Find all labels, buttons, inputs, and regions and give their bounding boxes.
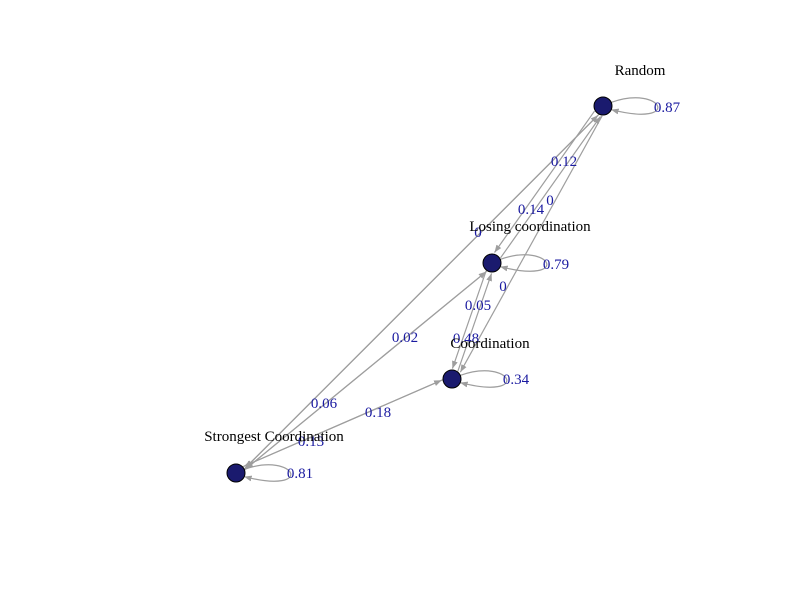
edge-weight-strongest-to-losing: 0.02	[392, 330, 418, 346]
edge-weight-coordination-to-strongest: 0.13	[298, 434, 324, 450]
node-losing	[482, 253, 502, 273]
edge-weight-losing-to-coordination: 0.05	[465, 298, 491, 314]
edge-weight-random-to-random: 0.87	[654, 100, 681, 116]
edge-weight-losing-to-random: 0	[499, 279, 507, 295]
node-label-random: Random	[615, 63, 666, 79]
edge-strongest-to-losing	[244, 271, 487, 471]
edge-weight-coordination-to-coordination: 0.34	[503, 372, 530, 388]
edge-losing-to-losing	[499, 254, 548, 272]
edge-weight-random-to-coordination: 0	[546, 193, 554, 209]
edge-coordination-to-losing	[457, 273, 493, 372]
edge-strongest-to-strongest	[243, 464, 292, 482]
edges-layer	[242, 97, 659, 482]
node-label-coordination: Coordination	[450, 336, 530, 352]
node-coordination	[442, 369, 462, 389]
edge-weight-random-to-strongest: 0	[474, 225, 482, 241]
edge-coordination-to-coordination	[459, 370, 508, 388]
edge-strongest-to-coordination	[242, 379, 442, 468]
node-label-losing: Losing coordination	[469, 219, 591, 235]
edge-losing-to-random	[499, 116, 601, 259]
edge-weight-random-to-losing: 0.14	[518, 202, 545, 218]
edge-weight-losing-to-strongest: 0.06	[311, 396, 338, 412]
labels-layer: 0.870.790.340.810.140000.050.060.480.130…	[204, 63, 680, 482]
edge-losing-to-coordination	[451, 270, 487, 369]
edge-weight-strongest-to-random: 0.12	[551, 154, 577, 170]
edge-weight-losing-to-losing: 0.79	[543, 257, 569, 273]
edge-random-to-random	[610, 97, 659, 115]
node-strongest	[226, 463, 246, 483]
node-label-strongest: Strongest Coordination	[204, 429, 344, 445]
edge-strongest-to-random	[244, 114, 599, 470]
node-random	[593, 96, 613, 116]
edge-random-to-coordination	[459, 115, 603, 373]
nodes-layer	[226, 96, 613, 483]
edge-weight-coordination-to-losing: 0.48	[453, 331, 479, 347]
edge-weight-strongest-to-strongest: 0.81	[287, 466, 313, 482]
edge-weight-strongest-to-coordination: 0.18	[365, 405, 391, 421]
